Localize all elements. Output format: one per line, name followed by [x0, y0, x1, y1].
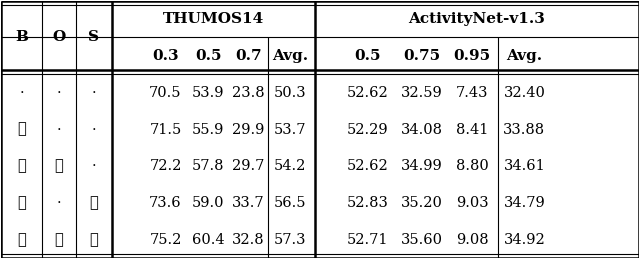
Text: 33.88: 33.88	[503, 123, 545, 136]
Text: 0.5: 0.5	[195, 49, 221, 63]
Text: 34.99: 34.99	[401, 159, 443, 173]
Text: 0.7: 0.7	[235, 49, 262, 63]
Text: S: S	[88, 31, 99, 45]
Text: 33.7: 33.7	[232, 196, 265, 210]
Text: ActivityNet-v1.3: ActivityNet-v1.3	[408, 12, 545, 26]
Text: ·: ·	[92, 86, 96, 100]
Text: 59.0: 59.0	[192, 196, 225, 210]
Text: B: B	[15, 31, 28, 45]
Text: Avg.: Avg.	[506, 49, 543, 63]
Text: 50.3: 50.3	[274, 86, 307, 100]
Text: 70.5: 70.5	[149, 86, 182, 100]
Text: ·: ·	[56, 86, 61, 100]
Text: ✓: ✓	[54, 233, 63, 247]
Text: ✓: ✓	[17, 123, 26, 136]
Text: 34.92: 34.92	[504, 233, 545, 247]
Text: ✓: ✓	[17, 196, 26, 210]
Text: 52.29: 52.29	[347, 123, 388, 136]
Text: 35.60: 35.60	[401, 233, 443, 247]
Text: 71.5: 71.5	[149, 123, 182, 136]
Text: ·: ·	[19, 86, 24, 100]
Text: ✓: ✓	[17, 159, 26, 173]
Text: ✓: ✓	[17, 233, 26, 247]
Text: 32.40: 32.40	[504, 86, 545, 100]
Text: 72.2: 72.2	[149, 159, 182, 173]
Text: 73.6: 73.6	[149, 196, 182, 210]
Text: 52.71: 52.71	[347, 233, 388, 247]
Text: 52.83: 52.83	[347, 196, 389, 210]
Text: 75.2: 75.2	[149, 233, 182, 247]
Text: 29.7: 29.7	[232, 159, 265, 173]
Text: 52.62: 52.62	[347, 86, 388, 100]
Text: 35.20: 35.20	[401, 196, 443, 210]
Text: 32.8: 32.8	[232, 233, 265, 247]
Text: 56.5: 56.5	[274, 196, 306, 210]
Text: 53.7: 53.7	[274, 123, 306, 136]
Text: 7.43: 7.43	[456, 86, 488, 100]
Text: 54.2: 54.2	[274, 159, 306, 173]
Text: 8.41: 8.41	[456, 123, 488, 136]
Text: ·: ·	[56, 196, 61, 210]
Text: THUMOS14: THUMOS14	[163, 12, 264, 26]
Text: 0.5: 0.5	[355, 49, 381, 63]
Text: 29.9: 29.9	[232, 123, 265, 136]
Text: 9.08: 9.08	[456, 233, 488, 247]
Text: 34.08: 34.08	[401, 123, 443, 136]
Text: 57.8: 57.8	[192, 159, 225, 173]
Text: 32.59: 32.59	[401, 86, 443, 100]
Text: ·: ·	[92, 123, 96, 136]
Text: 9.03: 9.03	[456, 196, 488, 210]
Text: ·: ·	[92, 159, 96, 173]
Text: ✓: ✓	[54, 159, 63, 173]
Text: 0.75: 0.75	[404, 49, 441, 63]
Text: 0.3: 0.3	[152, 49, 179, 63]
Text: 52.62: 52.62	[347, 159, 388, 173]
Text: 0.95: 0.95	[453, 49, 490, 63]
Text: ✓: ✓	[90, 196, 99, 210]
Text: 60.4: 60.4	[192, 233, 225, 247]
Text: 34.79: 34.79	[504, 196, 545, 210]
Text: 34.61: 34.61	[504, 159, 545, 173]
Text: ·: ·	[56, 123, 61, 136]
Text: 23.8: 23.8	[232, 86, 265, 100]
Text: 8.80: 8.80	[456, 159, 488, 173]
Text: Avg.: Avg.	[272, 49, 308, 63]
Text: 57.3: 57.3	[274, 233, 306, 247]
Text: O: O	[52, 31, 65, 45]
Text: ✓: ✓	[90, 233, 99, 247]
Text: 53.9: 53.9	[192, 86, 225, 100]
Text: 55.9: 55.9	[192, 123, 225, 136]
